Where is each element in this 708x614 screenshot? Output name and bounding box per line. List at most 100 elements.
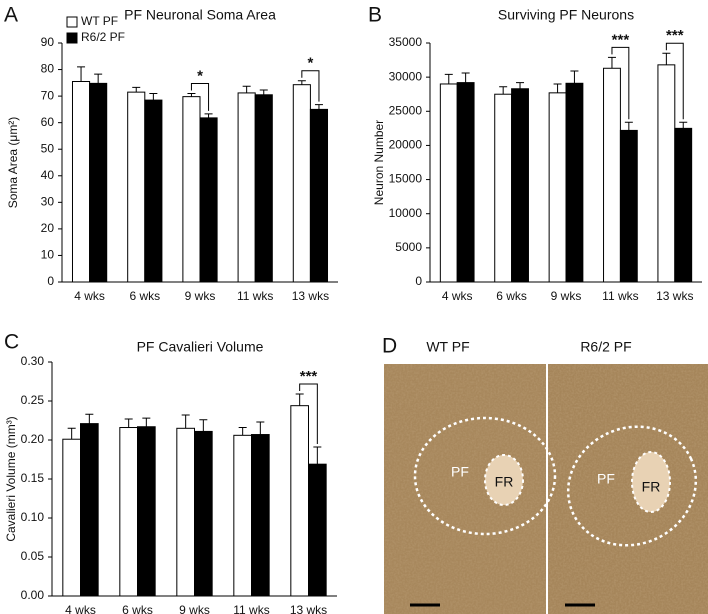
bar bbox=[309, 108, 329, 283]
y-tick-label: 60 bbox=[41, 115, 55, 129]
error-bar bbox=[607, 56, 616, 69]
micrograph-texture bbox=[548, 364, 708, 614]
error-bar bbox=[142, 417, 151, 427]
significance-bracket bbox=[611, 46, 630, 120]
bar bbox=[511, 88, 529, 283]
error-bar bbox=[238, 427, 247, 436]
bar bbox=[251, 434, 270, 597]
y-tick-label: 5000 bbox=[395, 240, 422, 254]
panel-letter: C bbox=[4, 331, 19, 354]
x-tick-label: 6 wks bbox=[122, 603, 153, 614]
y-axis-label: Neuron Number bbox=[372, 120, 386, 205]
significance-label: *** bbox=[612, 31, 630, 48]
chart-title: PF Cavalieri Volume bbox=[137, 339, 264, 355]
error-bar bbox=[124, 418, 133, 428]
x-tick-label: 6 wks bbox=[496, 289, 527, 303]
bar bbox=[290, 405, 309, 597]
significance-label: *** bbox=[300, 368, 318, 385]
region-label: FR bbox=[642, 479, 661, 495]
error-bar bbox=[94, 73, 103, 84]
y-tick-label: 30 bbox=[41, 195, 55, 209]
significance-label: * bbox=[197, 67, 203, 84]
bar bbox=[657, 64, 676, 283]
chart: A PF Neuronal Soma Area Soma Area (μm²) 0 10… bbox=[4, 4, 338, 303]
legend-label: R6/2 PF bbox=[81, 30, 125, 44]
bar bbox=[603, 67, 621, 283]
significance-bracket bbox=[299, 383, 318, 445]
region-label: FR bbox=[495, 474, 514, 490]
chart: B Surviving PF Neurons Neuron Number 0 5000 1… bbox=[368, 4, 702, 303]
region-label: PF bbox=[597, 471, 615, 487]
y-tick-label: 0.00 bbox=[21, 588, 45, 602]
y-axis-label: Soma Area (μm²) bbox=[6, 117, 20, 209]
panel-letter: B bbox=[368, 4, 382, 27]
error-bar bbox=[516, 82, 525, 89]
legend-swatch bbox=[66, 32, 78, 44]
y-tick-label: 15000 bbox=[389, 172, 423, 186]
error-bar bbox=[204, 113, 213, 118]
y-tick-label: 40 bbox=[41, 168, 55, 182]
error-bar bbox=[77, 66, 86, 82]
significance-label: * bbox=[307, 55, 313, 72]
x-tick-label: 13 wks bbox=[290, 603, 327, 614]
error-bar bbox=[256, 421, 265, 435]
y-tick-label: 35000 bbox=[389, 35, 423, 49]
error-bar bbox=[85, 413, 94, 424]
error-bar bbox=[181, 414, 190, 429]
x-tick-label: 9 wks bbox=[185, 289, 216, 303]
chart-title: PF Neuronal Soma Area bbox=[124, 7, 276, 23]
pf-outline bbox=[566, 425, 698, 547]
bar bbox=[308, 463, 327, 597]
bar bbox=[565, 82, 584, 283]
bar bbox=[144, 99, 163, 283]
legend-label: WT PF bbox=[81, 14, 118, 28]
y-tick-label: 0.30 bbox=[21, 354, 45, 368]
bar bbox=[80, 423, 99, 597]
x-tick-label: 4 wks bbox=[74, 289, 105, 303]
bar bbox=[254, 94, 273, 283]
error-bar bbox=[313, 446, 322, 465]
error-bar bbox=[149, 92, 158, 101]
error-bar bbox=[553, 83, 562, 93]
error-bar bbox=[132, 86, 141, 93]
error-bar bbox=[461, 72, 470, 83]
significance-bracket bbox=[190, 82, 210, 111]
y-tick-label: 10000 bbox=[389, 206, 423, 220]
chart-title: Surviving PF Neurons bbox=[498, 7, 634, 23]
bar bbox=[548, 92, 567, 283]
error-bar bbox=[314, 104, 323, 110]
significance-bracket bbox=[301, 70, 320, 102]
bar bbox=[199, 117, 218, 283]
error-bar bbox=[67, 427, 76, 440]
y-tick-label: 0.25 bbox=[21, 393, 45, 407]
bar bbox=[89, 82, 108, 283]
fr-outline bbox=[631, 451, 671, 513]
y-tick-label: 25000 bbox=[389, 103, 423, 117]
panel-letter: A bbox=[4, 4, 18, 27]
y-tick-label: 70 bbox=[41, 88, 55, 102]
bar bbox=[119, 427, 139, 597]
image-title: WT PF bbox=[426, 339, 469, 355]
x-tick-label: 4 wks bbox=[442, 289, 473, 303]
error-bar bbox=[199, 419, 208, 432]
y-tick-label: 80 bbox=[41, 62, 55, 76]
error-bar bbox=[297, 80, 306, 85]
error-bar bbox=[679, 121, 688, 129]
error-bar bbox=[570, 70, 579, 84]
region-label: PF bbox=[451, 464, 469, 480]
y-axis-label: Cavalieri Volume (mm³) bbox=[4, 416, 18, 541]
y-tick-label: 0 bbox=[47, 274, 54, 288]
bar bbox=[62, 438, 82, 597]
y-tick-label: 0 bbox=[415, 274, 422, 288]
legend-swatch bbox=[66, 16, 78, 28]
bar bbox=[237, 92, 256, 283]
bar bbox=[292, 84, 311, 283]
bar bbox=[619, 129, 638, 283]
bar bbox=[494, 93, 513, 283]
bar bbox=[456, 82, 475, 283]
x-tick-label: 9 wks bbox=[179, 603, 210, 614]
y-tick-label: 90 bbox=[41, 35, 55, 49]
bar bbox=[71, 81, 91, 283]
significance-label: *** bbox=[666, 27, 684, 44]
